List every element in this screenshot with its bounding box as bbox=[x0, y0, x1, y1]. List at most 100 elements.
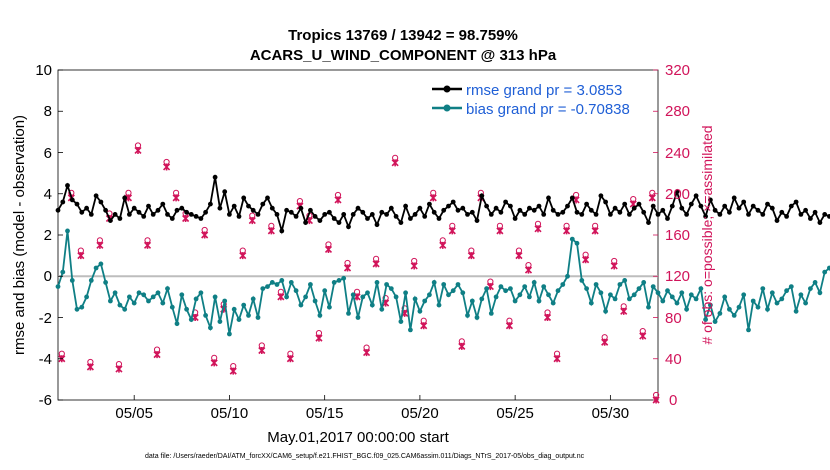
y-tick-label: 8 bbox=[44, 103, 52, 120]
rmse-point bbox=[355, 205, 361, 211]
rmse-point bbox=[755, 207, 761, 213]
rmse-line bbox=[57, 177, 830, 235]
rmse-point bbox=[803, 207, 808, 213]
bias-point bbox=[393, 294, 399, 300]
rmse-point bbox=[774, 218, 780, 224]
bias-point bbox=[536, 298, 542, 304]
bias-point bbox=[617, 282, 623, 287]
obs-count-point bbox=[448, 222, 456, 235]
obs-assimilated-marker bbox=[324, 245, 333, 254]
bias-point bbox=[627, 296, 632, 302]
bias-point bbox=[712, 319, 718, 324]
bias-point bbox=[131, 300, 137, 306]
rmse-point bbox=[646, 220, 651, 226]
x-tick-label: 05/05 bbox=[115, 405, 153, 422]
rmse-point bbox=[169, 216, 175, 221]
plot-area bbox=[57, 69, 659, 401]
rmse-point bbox=[193, 214, 199, 219]
obs-count-point bbox=[553, 350, 561, 363]
rmse-point bbox=[303, 220, 308, 226]
bias-point bbox=[431, 280, 437, 285]
bias-point bbox=[365, 290, 370, 296]
bias-point bbox=[231, 306, 237, 312]
obs-count-point bbox=[543, 309, 552, 322]
rmse-point bbox=[403, 203, 408, 209]
bias-point bbox=[108, 298, 113, 304]
bias-point bbox=[322, 288, 328, 294]
rmse-point bbox=[541, 212, 547, 217]
rmse-point bbox=[503, 199, 508, 205]
bias-point bbox=[631, 292, 637, 298]
bias-point bbox=[588, 300, 594, 306]
obs-count-point bbox=[324, 241, 333, 254]
rmse-point bbox=[522, 212, 528, 217]
bias-point bbox=[279, 278, 285, 283]
rmse-point bbox=[55, 207, 61, 213]
bias-point bbox=[674, 300, 680, 306]
rmse-point bbox=[660, 207, 666, 213]
y-axis-right: 0 40 80 120 160 200 240 280 320 bbox=[653, 62, 690, 409]
rmse-point bbox=[636, 201, 642, 207]
obs-assimilated-marker bbox=[153, 351, 161, 359]
bias-point bbox=[398, 319, 404, 324]
rmse-point bbox=[517, 207, 523, 213]
rmse-point bbox=[122, 195, 128, 201]
rmse-point bbox=[212, 174, 218, 180]
obs-assimilated-marker bbox=[182, 214, 190, 223]
obs-assimilated-marker bbox=[620, 307, 628, 315]
bias-point bbox=[184, 306, 190, 312]
obs-count-point bbox=[315, 330, 323, 342]
bias-point bbox=[341, 275, 347, 281]
bias-point bbox=[598, 290, 604, 296]
obs-count-point bbox=[420, 317, 428, 330]
rmse-point bbox=[79, 209, 85, 215]
obs-assimilated-marker bbox=[458, 342, 466, 350]
obs-assimilated-marker bbox=[505, 322, 513, 330]
rmse-point bbox=[412, 212, 418, 217]
obs-count-point bbox=[610, 257, 618, 270]
rmse-point bbox=[417, 205, 423, 211]
bias-point bbox=[179, 292, 185, 298]
obs-assimilated-marker bbox=[553, 355, 561, 363]
obs-count-point bbox=[210, 354, 218, 367]
bias-point bbox=[788, 284, 794, 289]
bias-point bbox=[684, 306, 689, 312]
footer-file-path: data file: /Users/raeder/DAI/ATM_forcXX/… bbox=[145, 453, 585, 460]
bias-point bbox=[569, 236, 575, 242]
bias-point bbox=[317, 313, 323, 318]
bias-point bbox=[260, 286, 266, 291]
bias-point bbox=[593, 282, 599, 287]
y-tick-label: 0 bbox=[44, 268, 52, 285]
obs-assimilated-marker bbox=[534, 225, 542, 233]
bias-point bbox=[484, 286, 489, 291]
bias-point bbox=[741, 292, 747, 298]
rmse-point bbox=[684, 212, 689, 217]
rmse-point bbox=[360, 209, 366, 215]
obs-assimilated-marker bbox=[315, 334, 323, 342]
series-group bbox=[55, 174, 830, 337]
obs-count-point bbox=[134, 142, 142, 155]
obs-assimilated-marker bbox=[172, 194, 180, 202]
rmse-point bbox=[498, 209, 504, 215]
bias-point bbox=[193, 296, 199, 302]
bias-point bbox=[531, 280, 537, 285]
obs-assimilated-marker bbox=[410, 262, 418, 270]
bias-point bbox=[517, 292, 523, 298]
rmse-point bbox=[603, 199, 608, 205]
obs-assimilated-marker bbox=[420, 322, 428, 330]
rmse-point bbox=[674, 189, 680, 195]
bias-point bbox=[188, 317, 194, 322]
legend-bias-marker bbox=[443, 104, 451, 112]
obs-assimilated-marker bbox=[648, 194, 656, 202]
bias-point bbox=[93, 265, 99, 271]
bias-point bbox=[222, 298, 228, 304]
rmse-point bbox=[574, 209, 580, 215]
rmse-point bbox=[822, 212, 828, 217]
rmse-point bbox=[817, 220, 823, 226]
rmse-point bbox=[460, 205, 466, 211]
obs-count-point bbox=[153, 346, 161, 359]
obs-count-point bbox=[343, 259, 352, 272]
rmse-point bbox=[712, 207, 718, 213]
bias-point bbox=[665, 288, 670, 294]
bias-point bbox=[779, 296, 785, 302]
